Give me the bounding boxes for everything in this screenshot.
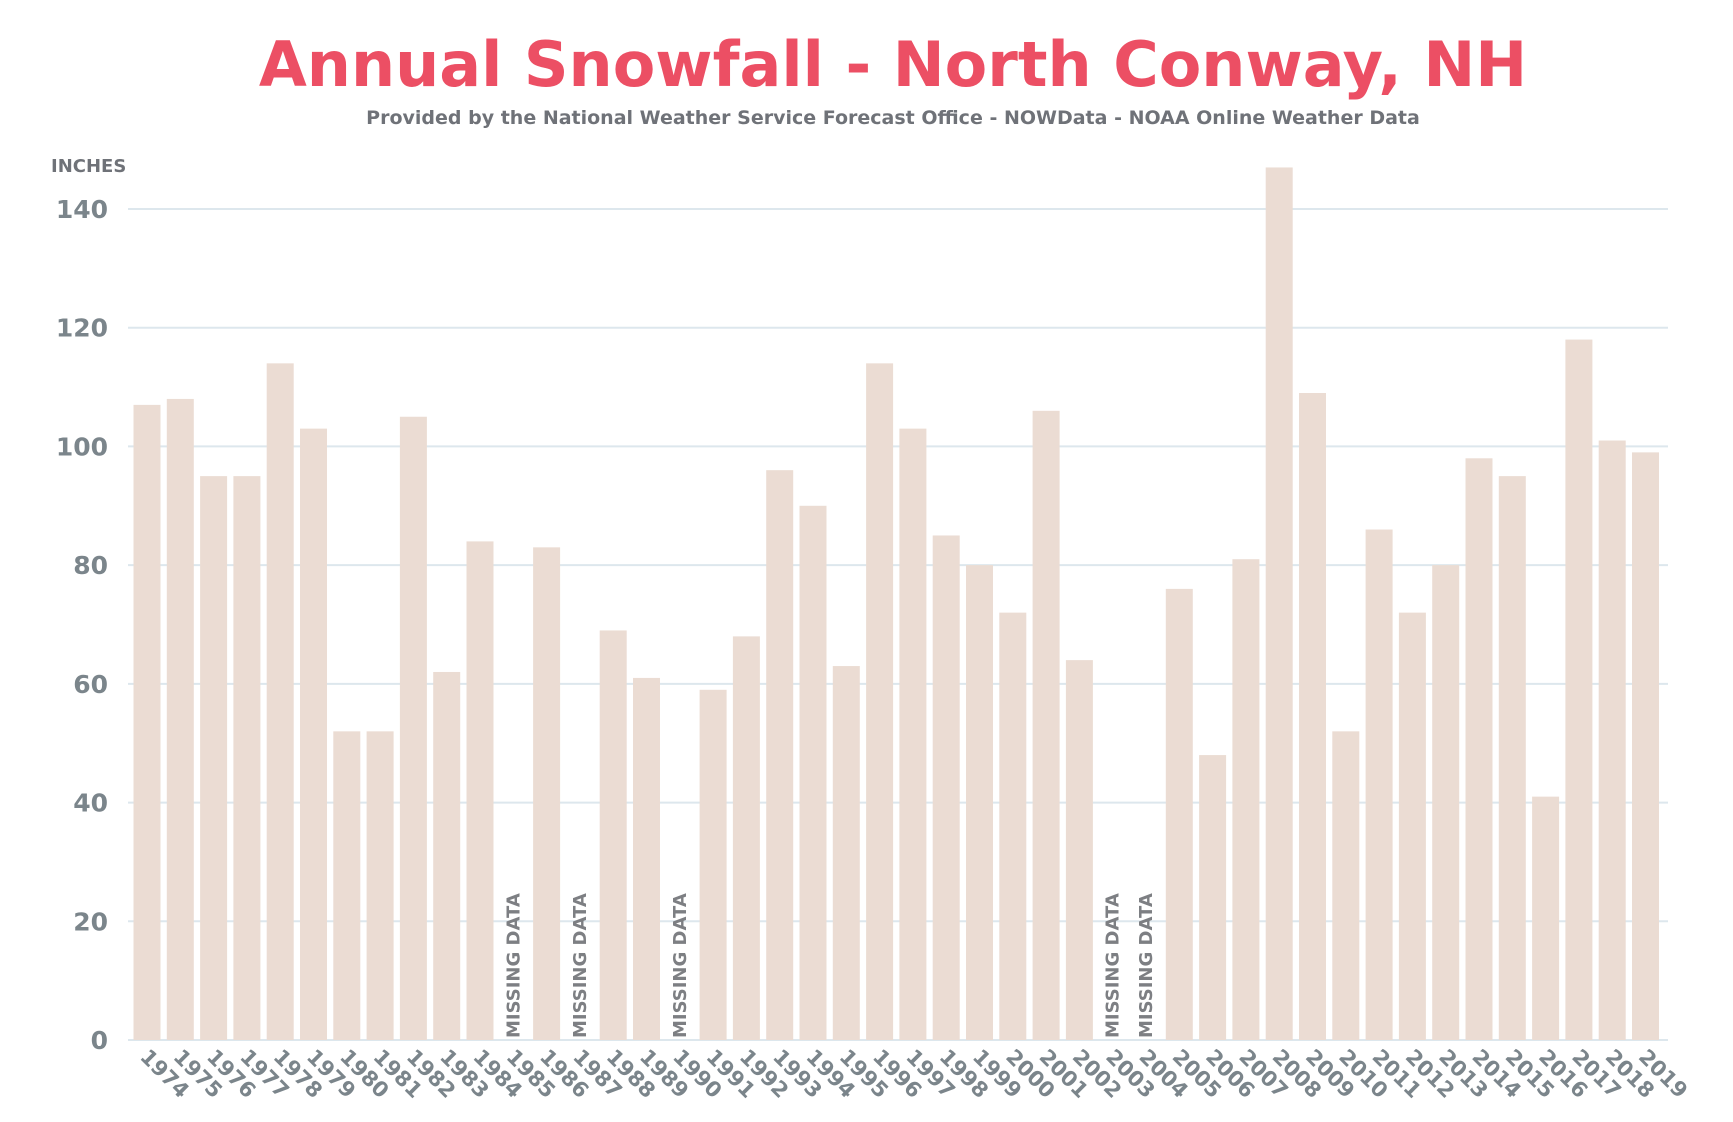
x-axis-ticks: 1974197519761977197819791980198119821983…: [135, 1045, 1692, 1103]
bar-2012: [1398, 612, 1426, 1040]
chart-title: Annual Snowfall - North Conway, NH: [259, 28, 1527, 101]
y-axis-label: INCHES: [51, 156, 126, 177]
bar-2008: [1265, 167, 1293, 1040]
bar-1975: [166, 398, 194, 1040]
bar-1981: [366, 731, 394, 1040]
bar-2013: [1432, 565, 1460, 1040]
bar-1991: [699, 689, 727, 1040]
missing-data-label-1985: MISSING DATA: [503, 893, 524, 1038]
bar-1996: [866, 363, 894, 1040]
bar-2015: [1498, 476, 1526, 1040]
bar-1978: [266, 363, 294, 1040]
bar-1980: [333, 731, 361, 1040]
bar-1995: [832, 666, 860, 1040]
bar-1994: [799, 505, 827, 1040]
y-tick-label: 0: [91, 1026, 108, 1055]
y-tick-label: 40: [73, 789, 108, 818]
bar-2000: [999, 612, 1027, 1040]
missing-data-label-2003: MISSING DATA: [1103, 893, 1124, 1038]
bar-1999: [966, 565, 993, 1040]
bar-1997: [899, 428, 927, 1040]
y-tick-label: 60: [73, 670, 108, 699]
y-tick-label: 20: [73, 907, 108, 936]
bar-2007: [1232, 559, 1260, 1040]
bar-1974: [133, 404, 161, 1041]
bar-1976: [200, 476, 228, 1040]
bar-1984: [466, 541, 494, 1040]
bar-2005: [1165, 588, 1193, 1040]
bar-1992: [732, 636, 760, 1040]
bars: [133, 167, 1659, 1041]
bar-2017: [1565, 339, 1593, 1041]
bar-2006: [1199, 755, 1227, 1040]
y-tick-label: 140: [56, 195, 108, 224]
bar-1983: [433, 671, 461, 1040]
missing-data-label-2004: MISSING DATA: [1136, 893, 1157, 1038]
bar-2001: [1032, 410, 1060, 1040]
bar-1988: [599, 630, 627, 1040]
missing-data-label-1990: MISSING DATA: [670, 893, 691, 1038]
bar-1982: [399, 416, 427, 1040]
bar-2002: [1065, 660, 1093, 1040]
bar-1979: [300, 428, 327, 1040]
bar-1989: [633, 677, 660, 1040]
missing-data-labels: MISSING DATA MISSING DATA MISSING DATA MISS…: [503, 893, 1157, 1038]
y-tick-label: 100: [56, 432, 108, 461]
bar-1998: [932, 535, 960, 1040]
chart-subtitle: Provided by the National Weather Service…: [366, 107, 1420, 129]
bar-2018: [1598, 440, 1626, 1040]
bar-2016: [1532, 796, 1560, 1040]
bar-2011: [1365, 529, 1393, 1040]
bar-2019: [1632, 452, 1659, 1041]
bar-2010: [1332, 731, 1360, 1040]
y-tick-label: 80: [73, 551, 108, 580]
bar-1993: [766, 470, 794, 1041]
bar-2009: [1299, 393, 1326, 1040]
bar-1986: [533, 547, 561, 1040]
bar-2014: [1465, 458, 1493, 1040]
bar-1977: [233, 476, 261, 1040]
missing-data-label-1987: MISSING DATA: [570, 893, 591, 1038]
y-tick-label: 120: [56, 314, 108, 343]
y-axis-ticks: 0 20 40 60 80 100 120 140: [56, 195, 108, 1055]
